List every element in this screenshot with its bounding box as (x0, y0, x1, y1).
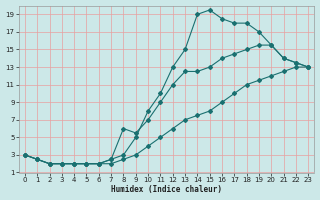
X-axis label: Humidex (Indice chaleur): Humidex (Indice chaleur) (111, 185, 222, 194)
